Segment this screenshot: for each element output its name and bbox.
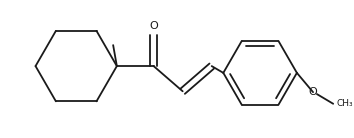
- Text: O: O: [149, 21, 158, 31]
- Text: O: O: [309, 87, 318, 97]
- Text: CH₃: CH₃: [336, 99, 353, 108]
